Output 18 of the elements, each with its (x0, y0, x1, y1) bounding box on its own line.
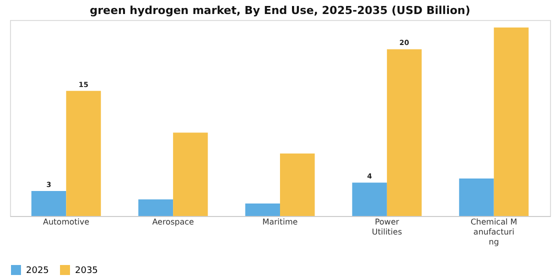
legend-label: 2025 (26, 266, 49, 276)
legend-label: 2035 (75, 266, 98, 276)
x-tick-label: Maritime (262, 218, 298, 226)
bar (66, 90, 101, 216)
x-tick-label: Chemical M anufacturi ng (470, 218, 518, 246)
chart-title: green hydrogen market, By End Use, 2025-2035 (USD Billion) (90, 4, 470, 17)
bar (494, 28, 529, 216)
bar (138, 199, 174, 216)
bar (386, 49, 422, 216)
bar (280, 153, 315, 216)
x-tick-label: Aerospace (152, 218, 194, 226)
bar (352, 182, 387, 216)
x-tick-label: Power Utilities (372, 218, 402, 236)
x-tick-label: Automotive (43, 218, 90, 226)
bar (245, 203, 280, 216)
bar (173, 132, 208, 216)
bar (459, 178, 494, 216)
bar (31, 190, 66, 216)
